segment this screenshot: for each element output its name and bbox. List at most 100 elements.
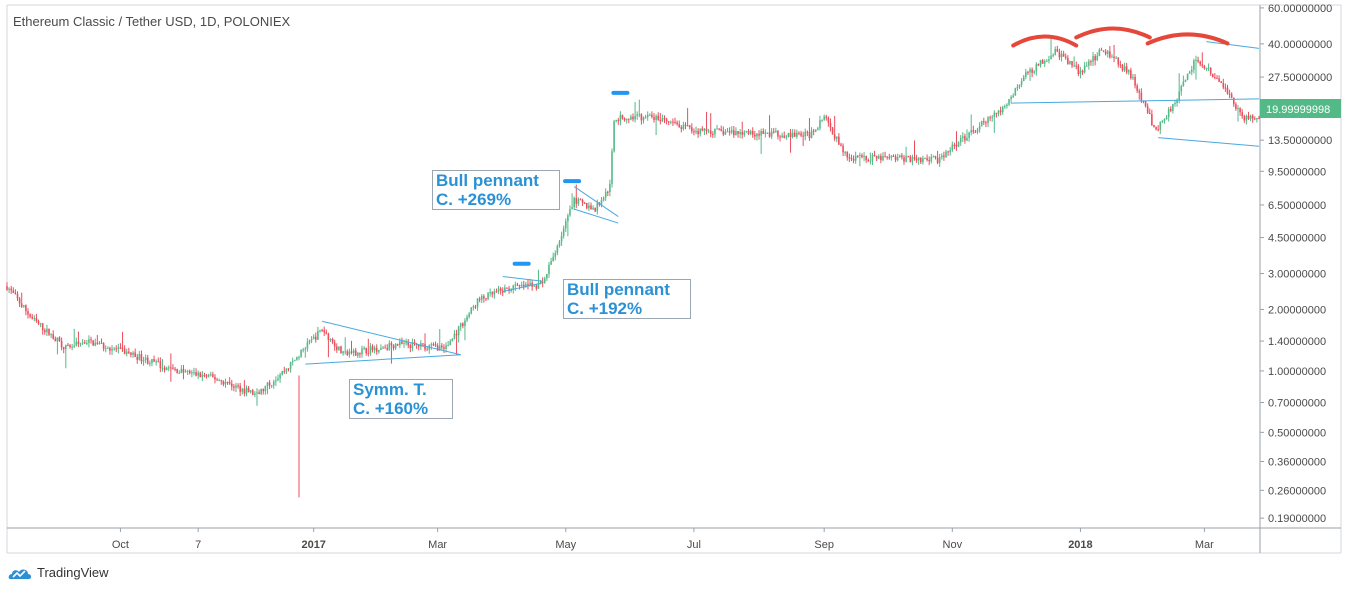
candle-body — [373, 347, 376, 351]
candle-body — [766, 132, 769, 134]
candle-body — [220, 380, 223, 382]
candle-body — [128, 351, 130, 353]
candle-body — [623, 118, 626, 121]
candle-body — [741, 131, 744, 135]
candle-body — [569, 209, 571, 216]
candle-body — [14, 292, 17, 295]
y-tick-label: 0.36000000 — [1268, 456, 1326, 468]
candle-body — [136, 357, 139, 360]
x-tick-label: 2018 — [1068, 539, 1092, 551]
candle-body — [722, 130, 725, 135]
candle-body — [1190, 69, 1193, 72]
candle-body — [1123, 66, 1126, 71]
candle-body — [222, 381, 225, 385]
candle-body — [331, 339, 334, 343]
annotation-symmetric-triangle: Symm. T. C. +160% — [349, 379, 453, 419]
candle-body — [1220, 81, 1222, 83]
candle-body — [1037, 64, 1040, 66]
candle-body — [846, 152, 849, 158]
candle-body — [251, 390, 254, 395]
y-tick-label: 60.00000000 — [1268, 3, 1332, 15]
candle-body — [1008, 98, 1010, 105]
candle-body — [1094, 56, 1096, 61]
candle-body — [312, 336, 315, 340]
candle-body — [117, 347, 120, 350]
candle-body — [149, 363, 151, 365]
candle-body — [178, 373, 181, 375]
candle-body — [779, 136, 781, 138]
candle-body — [1083, 65, 1086, 73]
candle-body — [77, 341, 80, 344]
candle-body — [974, 131, 977, 133]
chart-frame — [6, 4, 1342, 554]
candle-body — [155, 361, 157, 363]
candle-body — [1174, 102, 1176, 105]
candle-body — [184, 371, 187, 373]
trend-line — [573, 186, 619, 218]
candle-body — [298, 356, 300, 358]
candle-body — [52, 334, 55, 339]
candle-body — [361, 348, 363, 355]
candle-body — [86, 342, 88, 344]
y-tick-label: 0.70000000 — [1268, 398, 1326, 410]
candle-body — [327, 333, 330, 341]
candle-body — [943, 155, 945, 158]
candle-body — [714, 128, 716, 135]
candle-body — [621, 115, 624, 119]
candle-body — [195, 372, 197, 376]
candle-body — [991, 116, 994, 118]
candle-body — [235, 385, 237, 388]
candle-body — [884, 156, 886, 158]
candle-body — [835, 136, 838, 139]
candle-body — [10, 288, 13, 291]
candle-body — [483, 296, 485, 299]
candle-body — [772, 131, 775, 133]
candle-body — [27, 311, 29, 315]
candle-body — [720, 129, 723, 131]
candle-body — [867, 160, 870, 162]
candle-body — [537, 283, 540, 289]
candle-body — [88, 339, 90, 343]
candle-body — [1127, 70, 1130, 73]
candle-body — [1062, 53, 1065, 57]
candle-body — [1100, 49, 1103, 51]
candle-body — [438, 345, 441, 351]
candle-body — [592, 207, 594, 210]
trend-line — [1158, 137, 1260, 147]
candle-body — [1197, 59, 1199, 62]
candle-body — [1012, 95, 1015, 97]
y-tick-label: 3.00000000 — [1268, 269, 1326, 281]
candle-body — [1169, 108, 1172, 111]
candle-body — [1052, 54, 1054, 56]
candle-body — [844, 152, 846, 154]
candle-body — [1232, 97, 1235, 105]
candle-body — [634, 115, 636, 120]
candle-body — [457, 326, 460, 336]
candle-body — [350, 351, 353, 353]
candle-body — [275, 380, 277, 382]
candle-body — [999, 110, 1002, 113]
tradingview-logo[interactable]: TradingView — [8, 565, 109, 580]
candle-body — [497, 288, 500, 292]
candle-body — [817, 128, 819, 130]
candle-body — [268, 382, 271, 386]
candle-body — [1249, 115, 1252, 119]
candle-body — [1243, 116, 1246, 121]
candle-body — [163, 367, 166, 371]
candle-body — [959, 137, 962, 143]
candle-body — [833, 134, 836, 139]
candle-body — [909, 156, 912, 162]
y-tick-label: 9.50000000 — [1268, 166, 1326, 178]
candle-body — [917, 157, 920, 161]
candle-body — [1014, 88, 1017, 96]
candle-body — [317, 330, 319, 340]
candle-body — [41, 323, 44, 331]
candle-body — [552, 256, 554, 262]
candle-body — [823, 116, 825, 120]
x-tick-label: Oct — [112, 539, 129, 551]
candle-body — [543, 278, 546, 283]
candle-body — [739, 131, 741, 135]
candle-body — [636, 114, 639, 116]
candle-body — [686, 125, 689, 127]
